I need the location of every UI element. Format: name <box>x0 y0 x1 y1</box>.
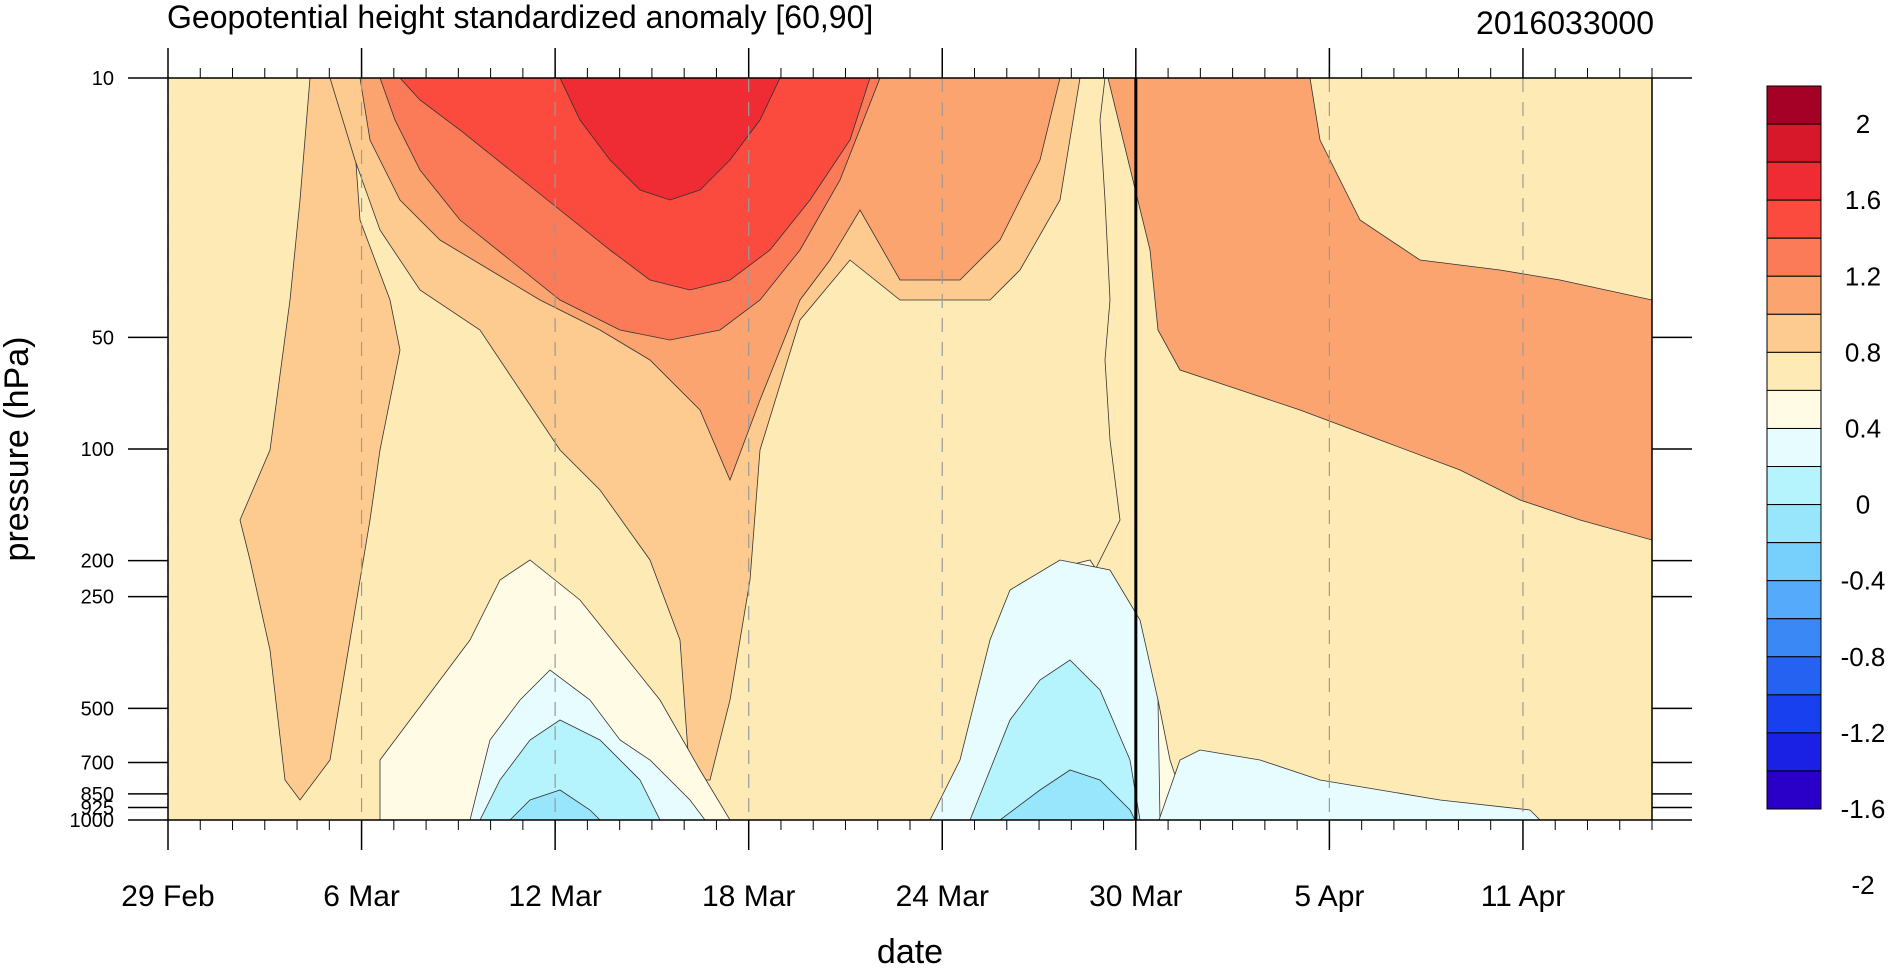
colorbar-label: -1.6 <box>1841 794 1886 824</box>
y-tick-label: 500 <box>81 698 114 720</box>
colorbar-swatch <box>1766 237 1822 277</box>
colorbar-label: -2 <box>1851 870 1874 900</box>
colorbar-swatch <box>1766 313 1822 353</box>
y-tick-label: 1000 <box>70 810 115 832</box>
y-tick-label: 700 <box>81 753 114 775</box>
colorbar-swatch <box>1766 694 1822 734</box>
colorbar-label: -1.2 <box>1841 718 1886 748</box>
x-tick-label: 18 Mar <box>702 880 795 913</box>
contour-band-0.4-0.8-west <box>239 78 401 801</box>
x-tick-label: 6 Mar <box>323 880 400 913</box>
colorbar-swatch <box>1766 123 1822 163</box>
colorbar-swatch <box>1766 770 1822 810</box>
x-axis-label: date <box>877 933 943 969</box>
colorbar-swatch <box>1766 466 1822 506</box>
colorbar-swatch <box>1766 351 1822 391</box>
y-tick-label: 50 <box>92 327 114 349</box>
plot-axes: 29 Feb 6 Mar 12 Mar 18 Mar 24 Mar 30 Mar 5 Apr… <box>70 48 1692 913</box>
colorbar-swatch <box>1766 199 1822 239</box>
colorbar-swatch <box>1766 656 1822 696</box>
x-tick-label: 24 Mar <box>896 880 989 913</box>
x-tick-label: 11 Apr <box>1481 880 1566 913</box>
contour-band-neg-1.2-neg-0.8-mid <box>999 769 1136 820</box>
contour-band-0.8-1.2-east <box>1107 78 1652 541</box>
colorbar-label: -0.8 <box>1841 642 1886 672</box>
y-axis-label: pressure (hPa) <box>0 337 36 562</box>
colorbar-label: 1.6 <box>1845 185 1881 215</box>
y-tick-label: 925 <box>81 797 114 819</box>
colorbar-swatch <box>1766 161 1822 201</box>
colorbar-label: -0.4 <box>1841 566 1886 596</box>
x-tick-label: 29 Feb <box>121 880 214 913</box>
y-tick-label: 100 <box>81 439 114 461</box>
colorbar-label: 0 <box>1856 490 1870 520</box>
date-label: 2016033000 <box>1476 5 1654 41</box>
contour-band-neg-0.8-neg-0.4-west <box>479 719 661 820</box>
chart-title: Geopotential height standardized anomaly… <box>167 0 873 35</box>
contour-band-neg-lower-east <box>1158 749 1541 820</box>
x-tick-label: 30 Mar <box>1089 880 1182 913</box>
colorbar-swatch <box>1766 542 1822 582</box>
plot-frame <box>167 77 1653 821</box>
colorbar-label: 0.4 <box>1845 413 1881 443</box>
y-tick-label: 10 <box>92 68 114 90</box>
colorbar-swatch <box>1766 618 1822 658</box>
colorbar-swatch <box>1766 732 1822 772</box>
colorbar-label: 1.2 <box>1845 261 1881 291</box>
colorbar-label: 0.8 <box>1845 337 1881 367</box>
y-tick-label: 200 <box>81 551 114 573</box>
y-tick-label: 250 <box>81 587 114 609</box>
colorbar-swatch <box>1766 504 1822 544</box>
contour-fills <box>168 78 1652 820</box>
colorbar-swatch <box>1766 85 1822 125</box>
y-tick-label: 850 <box>81 784 114 806</box>
colorbar-swatch <box>1766 580 1822 620</box>
colorbar: 2 1.6 1.2 0.8 0.4 0 -0.4 -0.8 -1.2 -1.6 -2 <box>1766 85 1886 900</box>
colorbar-swatch <box>1766 427 1822 468</box>
contour-band-peak <box>559 78 781 201</box>
x-tick-label: 5 Apr <box>1294 880 1364 913</box>
colorbar-swatch <box>1766 275 1822 315</box>
x-tick-label: 12 Mar <box>508 880 601 913</box>
colorbar-swatch <box>1766 389 1822 429</box>
colorbar-label: 2 <box>1856 109 1870 139</box>
